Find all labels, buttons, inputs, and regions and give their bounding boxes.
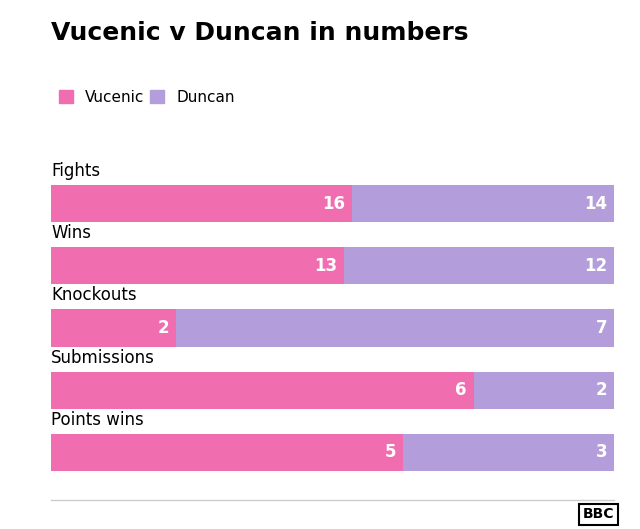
Bar [351, 185, 614, 222]
Text: BBC: BBC [583, 507, 614, 521]
Text: Knockouts: Knockouts [51, 286, 137, 304]
Text: 6: 6 [455, 381, 467, 399]
Text: Vucenic v Duncan in numbers: Vucenic v Duncan in numbers [51, 21, 468, 45]
Bar [51, 371, 474, 409]
Text: Submissions: Submissions [51, 349, 155, 367]
Text: Wins: Wins [51, 224, 92, 242]
Text: 2: 2 [158, 319, 170, 337]
Bar [403, 434, 614, 471]
Bar [51, 309, 177, 346]
Text: 7: 7 [596, 319, 607, 337]
Text: 2: 2 [596, 381, 607, 399]
Bar [344, 247, 614, 285]
Bar [474, 371, 614, 409]
Bar [177, 309, 614, 346]
Legend: Vucenic, Duncan: Vucenic, Duncan [59, 89, 235, 105]
Text: 16: 16 [322, 195, 345, 213]
Text: Points wins: Points wins [51, 411, 144, 429]
Text: 5: 5 [385, 443, 396, 461]
Bar [51, 434, 403, 471]
Bar [51, 247, 344, 285]
Text: 3: 3 [596, 443, 607, 461]
Bar [51, 185, 351, 222]
Text: 14: 14 [584, 195, 607, 213]
Text: 13: 13 [314, 257, 337, 275]
Text: Fights: Fights [51, 162, 100, 180]
Text: 12: 12 [584, 257, 607, 275]
